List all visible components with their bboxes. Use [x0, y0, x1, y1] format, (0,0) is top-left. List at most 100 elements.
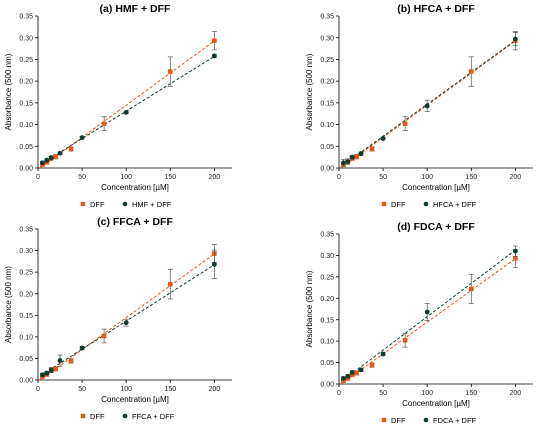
x-tick-label: 100 — [120, 386, 132, 393]
data-point — [44, 157, 50, 163]
panel-letter: (a) — [100, 3, 113, 15]
series-mixture — [340, 32, 518, 167]
y-tick-label: 0.05 — [19, 144, 33, 151]
y-axis-label: Absorbance (500 nm) — [4, 266, 13, 343]
x-tick-label: 0 — [36, 174, 40, 181]
data-point — [341, 160, 346, 166]
series-mixture — [39, 249, 217, 378]
y-tick-label: 0.00 — [320, 382, 334, 389]
legend-label-dff: DFF — [391, 416, 406, 425]
data-point — [68, 146, 74, 152]
y-tick-label: 0.20 — [19, 79, 33, 86]
fit-line-mixture — [40, 55, 215, 165]
y-tick-label: 0.20 — [320, 79, 334, 86]
legend: DFF HMF + DFF — [80, 200, 172, 209]
x-tick-label: 50 — [78, 174, 86, 181]
y-axis-label: Absorbance (500 nm) — [4, 53, 13, 130]
legend-marker-mixture — [423, 417, 429, 423]
y-axis-label: Absorbance (500 nm) — [305, 53, 314, 130]
data-point — [53, 366, 58, 372]
x-tick-label: 200 — [209, 174, 221, 181]
y-tick-label: 0.20 — [19, 291, 33, 298]
data-point — [53, 154, 58, 160]
data-point — [79, 135, 85, 141]
legend-label-mixture: FFCA + DFF — [132, 412, 175, 421]
y-tick-label: 0.15 — [19, 313, 33, 320]
y-tick-label: 0.15 — [320, 100, 334, 107]
panel-letter: (d) — [397, 221, 410, 233]
series-dff — [340, 249, 518, 383]
y-tick-label: 0.05 — [320, 360, 334, 367]
data-point — [40, 160, 45, 166]
x-tick-label: 100 — [421, 174, 433, 181]
data-point — [48, 155, 54, 160]
legend-label-mixture: HMF + DFF — [132, 200, 172, 209]
data-point — [380, 351, 386, 357]
series-dff — [39, 31, 217, 167]
legend-label-dff: DFF — [90, 200, 105, 209]
x-tick-label: 200 — [510, 390, 522, 397]
data-point — [402, 121, 408, 127]
data-point — [101, 333, 107, 339]
data-point — [123, 110, 129, 115]
y-tick-label: 0.25 — [19, 57, 33, 64]
y-tick-label: 0.35 — [320, 14, 334, 21]
panel-title-text: HFCA + DFF — [414, 3, 476, 15]
x-axis-label: Concentration [µM] — [402, 399, 470, 408]
y-axis-label: Absorbance (500 nm) — [305, 270, 314, 347]
panel-letter: (c) — [97, 216, 110, 228]
fit-line-dff — [341, 258, 516, 385]
panel-a: (a) HMF + DFF 0.00 0.05 0.10 0.15 0.20 0.25 0.3… — [4, 3, 232, 209]
fit-line-mixture — [341, 249, 516, 382]
y-tick-label: 0.25 — [19, 270, 33, 277]
fit-line-dff — [40, 253, 215, 381]
y-tick-label: 0.30 — [19, 35, 33, 42]
series-mixture — [340, 245, 518, 381]
data-point — [211, 261, 217, 267]
y-tick-label: 0.05 — [19, 356, 33, 363]
data-point — [167, 281, 173, 287]
y-tick-label: 0.00 — [19, 166, 33, 173]
panel-title-text: FFCA + DFF — [113, 216, 174, 228]
legend-marker-dff — [80, 201, 86, 207]
data-point — [349, 154, 355, 160]
legend-marker-mixture — [122, 201, 128, 207]
data-point — [468, 69, 474, 74]
x-tick-label: 200 — [510, 174, 522, 181]
x-axis-label: Concentration [µM] — [101, 395, 169, 404]
data-point — [48, 367, 54, 373]
data-point — [101, 121, 107, 127]
data-point — [358, 367, 364, 373]
panel-d: (d) FDCA + DFF 0.00 0.05 0.10 0.15 0.20 0.25 0.… — [305, 221, 533, 425]
panel-b: (b) HFCA + DFF 0.00 0.05 0.10 0.15 0.20 0.25 0.… — [305, 3, 533, 209]
x-axis-label: Concentration [µM] — [101, 183, 169, 192]
y-tick-label: 0.30 — [320, 35, 334, 42]
panel-title: (a) HMF + DFF — [100, 3, 171, 15]
x-tick-label: 100 — [120, 174, 132, 181]
data-point — [44, 370, 50, 376]
x-tick-label: 0 — [36, 386, 40, 393]
data-point — [402, 337, 408, 343]
legend-label-dff: DFF — [90, 412, 105, 421]
panel-title: (c) FFCA + DFF — [97, 216, 173, 228]
x-tick-label: 150 — [465, 174, 477, 181]
y-tick-label: 0.10 — [19, 334, 33, 341]
data-point — [380, 136, 386, 141]
data-point — [57, 358, 63, 363]
x-tick-label: 50 — [379, 174, 387, 181]
data-point — [513, 256, 518, 261]
y-tick-label: 0.00 — [19, 378, 33, 385]
legend-marker-dff — [80, 413, 86, 419]
y-tick-label: 0.10 — [320, 339, 334, 346]
data-point — [57, 150, 63, 156]
x-tick-label: 0 — [337, 390, 341, 397]
data-point — [358, 151, 364, 157]
legend-marker-mixture — [423, 201, 429, 207]
data-point — [369, 146, 375, 152]
y-tick-label: 0.20 — [320, 296, 334, 303]
panel-c: (c) FFCA + DFF 0.00 0.05 0.10 0.15 0.20 0.25 0.… — [4, 216, 232, 421]
data-point — [354, 154, 359, 160]
y-tick-label: 0.30 — [19, 248, 33, 255]
panel-title: (b) HFCA + DFF — [397, 3, 475, 15]
y-tick-label: 0.35 — [320, 232, 334, 239]
